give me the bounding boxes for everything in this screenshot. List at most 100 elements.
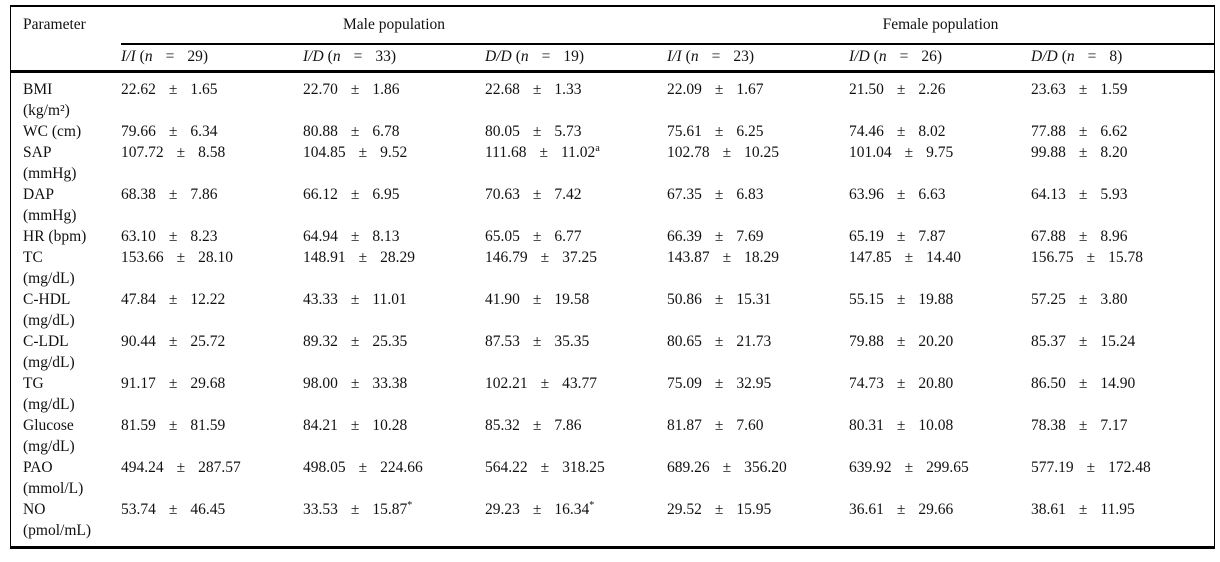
sd-value: 11.95: [1100, 500, 1135, 518]
value-cell: 65.19 ±7.87: [849, 226, 1031, 247]
plus-minus-sign: ±: [532, 122, 542, 140]
equals-sign: =: [899, 48, 909, 65]
value-cell: 38.61 ±11.95: [1031, 499, 1214, 520]
value-cell: 79.66 ±6.34: [121, 121, 303, 142]
param-cell: BMI (kg/m²): [23, 79, 121, 121]
sd-value: 5.73: [554, 122, 582, 140]
sd-value: 7.86: [554, 416, 582, 434]
sd-value: 15.31: [736, 290, 772, 308]
param-name: C-HDL: [23, 290, 71, 308]
sd-value: 29.66: [918, 500, 954, 518]
mean-value: 143.87: [667, 248, 710, 266]
value-cell: 102.21 ±43.77: [485, 373, 667, 394]
plus-minus-sign: ±: [532, 185, 542, 203]
value-cell: 153.66 ±28.10: [121, 247, 303, 268]
value-cell: 22.62 ±1.65: [121, 79, 303, 100]
mean-value: 55.15: [849, 290, 884, 308]
plus-minus-sign: ±: [532, 80, 542, 98]
value-cell: 68.38 ±7.86: [121, 184, 303, 205]
mean-value: 564.22: [485, 458, 528, 476]
sd-value: 6.62: [1100, 122, 1128, 140]
sd-value: 20.80: [918, 374, 954, 392]
sd-value: 14.40: [926, 248, 962, 266]
param-name: C-LDL: [23, 332, 69, 350]
plus-minus-sign: ±: [350, 500, 360, 518]
mean-value: 22.70: [303, 80, 338, 98]
table-row: HR (bpm) 63.10 ±8.23 64.94 ±8.13 65.05 ±6.7…: [11, 226, 1214, 247]
paren-open: (: [515, 48, 521, 65]
value-cell: 102.78 ±10.25: [667, 142, 849, 163]
mean-value: 577.19: [1031, 458, 1074, 476]
mean-value: 79.88: [849, 332, 884, 350]
sd-value: 8.20: [1100, 143, 1128, 161]
genotype-label: I/D: [849, 48, 870, 65]
genotype-header-row: I/I (n = 29) I/D (n = 33) D/D (n = 19) I/I (n = 23) …: [11, 45, 1214, 73]
plus-minus-sign: ±: [539, 143, 548, 161]
sd-value: 16.34: [554, 500, 590, 518]
mean-value: 70.63: [485, 185, 520, 203]
sd-value: 12.22: [190, 290, 226, 308]
mean-value: 102.78: [667, 143, 710, 161]
plus-minus-sign: ±: [350, 290, 360, 308]
sd-value: 6.78: [372, 122, 400, 140]
plus-minus-sign: ±: [1078, 500, 1088, 518]
sample-count: 29: [187, 48, 203, 65]
mean-value: 74.46: [849, 122, 884, 140]
plus-minus-sign: ±: [532, 500, 542, 518]
mean-value: 689.26: [667, 458, 710, 476]
param-name: NO: [23, 500, 46, 518]
plus-minus-sign: ±: [168, 416, 178, 434]
plus-minus-sign: ±: [358, 143, 368, 161]
param-cell: TC (mg/dL): [23, 247, 121, 289]
value-cell: 91.17 ±29.68: [121, 373, 303, 394]
plus-minus-sign: ±: [350, 122, 360, 140]
mean-value: 98.00: [303, 374, 338, 392]
table-row: TG (mg/dL) 91.17 ±29.68 98.00 ±33.38 102.21…: [11, 373, 1214, 415]
value-cell: 33.53 ±15.87*: [303, 499, 485, 520]
param-name: HR (bpm): [23, 227, 87, 245]
value-cell: 29.52 ±15.95: [667, 499, 849, 520]
param-cell: HR (bpm): [23, 226, 121, 247]
genotype-header: D/D (n = 8): [1031, 48, 1214, 66]
param-cell: C-HDL (mg/dL): [23, 289, 121, 331]
sd-value: 8.13: [372, 227, 400, 245]
footnote-marker: *: [407, 499, 413, 511]
plus-minus-sign: ±: [168, 290, 178, 308]
sd-value: 32.95: [736, 374, 772, 392]
plus-minus-sign: ±: [540, 374, 550, 392]
sd-value: 1.86: [372, 80, 400, 98]
mean-value: 80.31: [849, 416, 884, 434]
plus-minus-sign: ±: [896, 374, 906, 392]
value-cell: 63.96 ±6.63: [849, 184, 1031, 205]
value-cell: 494.24 ±287.57: [121, 457, 303, 478]
sd-value: 8.58: [198, 143, 226, 161]
mean-value: 66.39: [667, 227, 702, 245]
plus-minus-sign: ±: [168, 374, 178, 392]
plus-minus-sign: ±: [904, 248, 914, 266]
genotype-label: I/D: [303, 48, 324, 65]
value-cell: 80.65 ±21.73: [667, 331, 849, 352]
mean-value: 99.88: [1031, 143, 1066, 161]
value-cell: 577.19 ±172.48: [1031, 457, 1214, 478]
sample-count: 8: [1109, 48, 1118, 65]
param-unit: (mmHg): [23, 206, 77, 224]
mean-value: 80.88: [303, 122, 338, 140]
plus-minus-sign: ±: [350, 227, 360, 245]
value-cell: 80.05 ±5.73: [485, 121, 667, 142]
plus-minus-sign: ±: [532, 332, 542, 350]
mean-value: 75.09: [667, 374, 702, 392]
mean-value: 85.32: [485, 416, 520, 434]
plus-minus-sign: ±: [358, 458, 368, 476]
plus-minus-sign: ±: [1078, 290, 1088, 308]
value-cell: 78.38 ±7.17: [1031, 415, 1214, 436]
plus-minus-sign: ±: [1078, 416, 1088, 434]
plus-minus-sign: ±: [1086, 458, 1096, 476]
value-cell: 67.88 ±8.96: [1031, 226, 1214, 247]
sd-value: 7.87: [918, 227, 946, 245]
sample-count: 26: [921, 48, 937, 65]
value-cell: 77.88 ±6.62: [1031, 121, 1214, 142]
plus-minus-sign: ±: [540, 248, 550, 266]
paren-open: (: [685, 48, 691, 65]
plus-minus-sign: ±: [896, 332, 906, 350]
sd-value: 10.25: [744, 143, 780, 161]
